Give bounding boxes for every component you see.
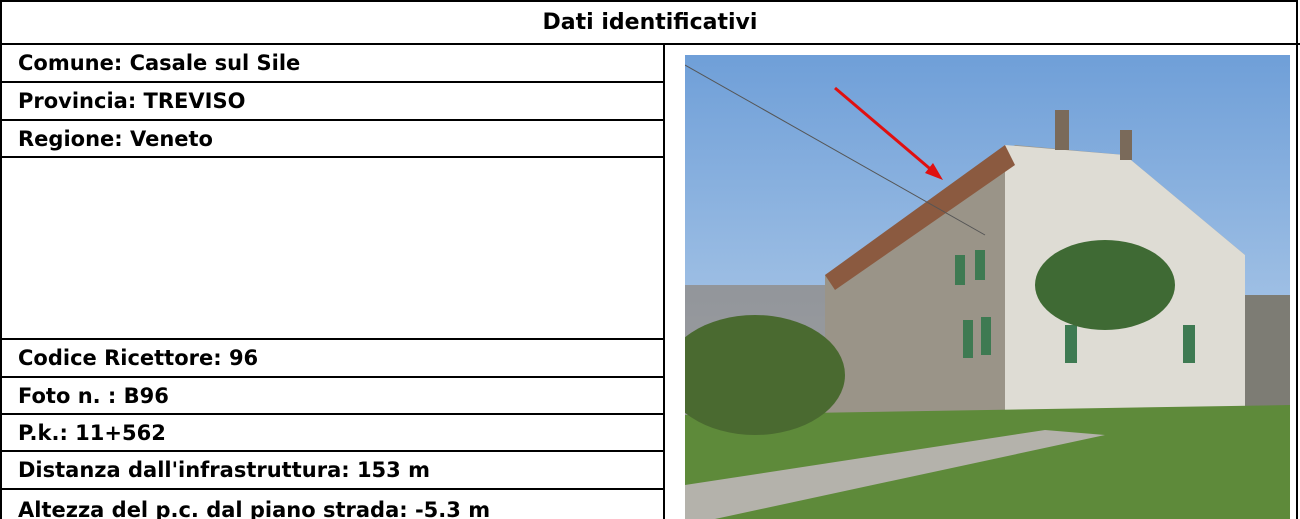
page: Dati identificativi Comune: Casale sul S… [0,0,1300,519]
field: Distanza dall'infrastruttura: 153 m [0,452,663,490]
field: Foto n. : B96 [0,378,663,415]
field: Regione: Veneto [0,121,663,158]
table-title: Dati identificativi [0,0,1300,45]
empty-cell [0,158,663,340]
photo [685,55,1290,519]
field: Comune: Casale sul Sile [0,45,663,83]
field: Altezza del p.c. dal piano strada: -5.3 … [0,490,663,519]
field: P.k.: 11+562 [0,415,663,452]
field: Codice Ricettore: 96 [0,340,663,378]
field: Provincia: TREVISO [0,83,663,121]
column-divider [663,45,665,519]
